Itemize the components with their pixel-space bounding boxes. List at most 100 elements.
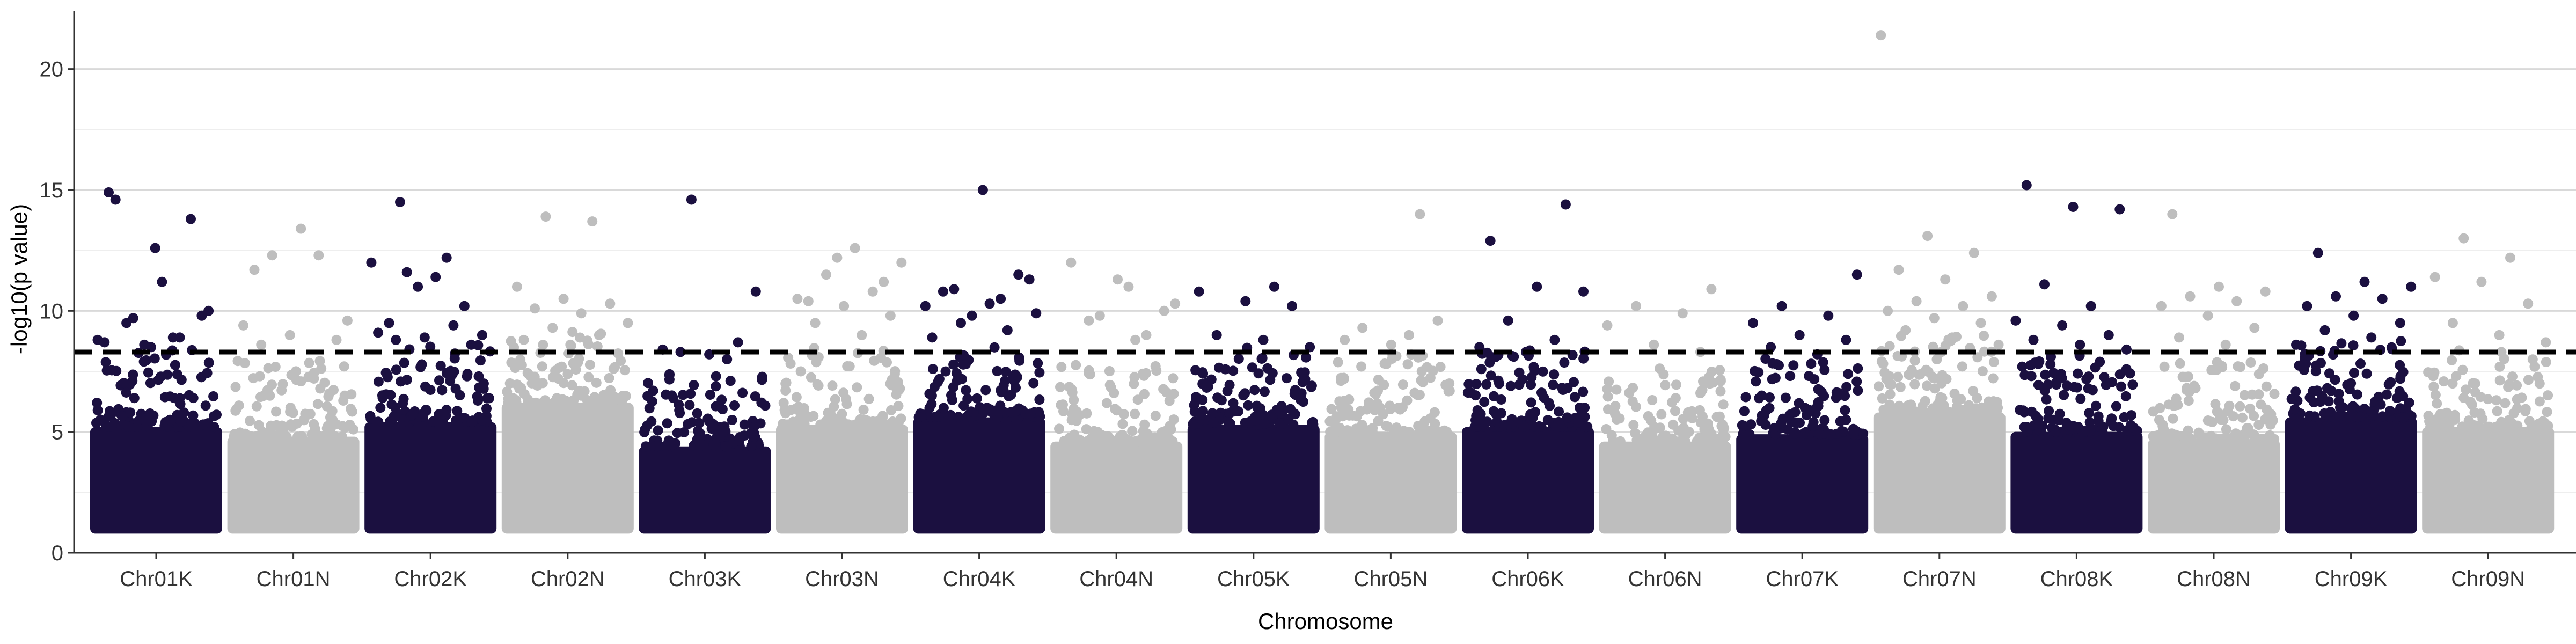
snp-point [2269, 434, 2280, 444]
y-tick-label: 5 [52, 421, 63, 444]
snp-point [1191, 392, 1201, 402]
snp-point-peak [448, 320, 459, 331]
snp-point [795, 409, 806, 420]
snp-point [170, 360, 180, 370]
snp-point [2045, 359, 2056, 370]
dense-points-band [913, 417, 1045, 534]
snp-point [1056, 362, 1067, 372]
snp-point [1367, 426, 1378, 437]
snp-point [1615, 436, 1626, 447]
snp-point [153, 375, 164, 385]
snp-point [1439, 425, 1450, 436]
snp-point [2373, 391, 2384, 402]
snp-point [2475, 408, 2486, 419]
snp-point [1224, 379, 1235, 390]
snp-point-peak [419, 332, 430, 343]
snp-point [245, 415, 255, 426]
snp-point [926, 399, 937, 409]
snp-point [2542, 407, 2552, 418]
snp-point [2039, 385, 2050, 396]
snp-point [2075, 393, 2086, 404]
snp-point [1886, 379, 1897, 390]
snp-point [869, 355, 880, 366]
snp-point-peak [366, 257, 377, 268]
snp-point [270, 362, 281, 372]
snp-point [2040, 369, 2051, 380]
dense-points-band [1187, 425, 1320, 534]
dense-points-band [227, 436, 360, 534]
snp-point [2375, 399, 2386, 410]
snp-point [2245, 357, 2256, 368]
snp-point [1549, 369, 1560, 380]
snp-point [642, 391, 653, 401]
snp-point [1751, 376, 1761, 387]
snp-point-peak [2231, 296, 2242, 306]
snp-point-peak [1549, 334, 1560, 345]
snp-point [127, 376, 138, 386]
x-tick-label-Chr09N: Chr09N [2451, 567, 2525, 591]
snp-point [377, 392, 388, 403]
snp-point [1125, 435, 1136, 446]
snp-point [992, 365, 1002, 376]
snp-point [2085, 426, 2096, 436]
snp-point [812, 379, 823, 390]
snp-point-peak [128, 313, 138, 324]
snp-point [1435, 362, 1446, 372]
snp-point-peak [99, 337, 110, 348]
snp-point [2043, 413, 2054, 423]
snp-point [1381, 421, 1392, 431]
snp-point [689, 380, 699, 390]
snp-point [2050, 427, 2061, 437]
snp-point-peak [832, 252, 843, 263]
snp-point-peak [256, 339, 267, 350]
snp-point [2289, 404, 2300, 415]
snp-point [1604, 376, 1614, 387]
snp-point [1562, 412, 1572, 423]
snp-point [1647, 430, 1658, 441]
snp-point [567, 380, 577, 391]
snp-point [2215, 411, 2225, 421]
snp-point [1806, 358, 1817, 369]
snp-point [712, 430, 722, 441]
snp-point [583, 372, 594, 383]
snp-point-peak [1883, 305, 1893, 316]
data-points [90, 30, 2555, 534]
snp-point [1715, 386, 1726, 397]
snp-point-peak [1958, 301, 1968, 311]
snp-point [1352, 411, 1362, 422]
x-tick-label-Chr03K: Chr03K [669, 567, 742, 591]
snp-point [141, 415, 151, 426]
snp-point-peak [821, 269, 831, 280]
snp-point [619, 365, 630, 376]
snp-point-peak [2359, 276, 2370, 287]
snp-point [203, 357, 214, 368]
snp-point-peak [373, 327, 384, 338]
snp-point [585, 398, 596, 408]
snp-point [473, 371, 484, 382]
snp-point [2235, 401, 2245, 412]
snp-point [375, 402, 386, 413]
x-axis-title: Chromosome [1258, 609, 1393, 634]
snp-point-peak [1113, 274, 1123, 285]
x-tick-label-Chr06N: Chr06N [1628, 567, 1702, 591]
snp-point [132, 422, 143, 433]
snp-point-peak [331, 334, 342, 345]
snp-point-peak [2366, 332, 2377, 343]
snp-point [1033, 358, 1043, 369]
snp-point [285, 406, 296, 417]
snp-point-peak [1013, 269, 1024, 280]
snp-point-peak [733, 337, 743, 348]
snp-point [2044, 406, 2054, 416]
snp-point-peak [2447, 318, 2458, 328]
snp-point-peak [2103, 330, 2114, 340]
snp-point [2090, 362, 2101, 373]
snp-point [2163, 399, 2174, 410]
snp-point [287, 421, 297, 432]
snp-point-peak [413, 281, 423, 292]
snp-point [1362, 404, 1372, 415]
snp-point [1371, 389, 1381, 400]
snp-point [1885, 406, 1896, 417]
snp-point [608, 363, 619, 374]
snp-point [1716, 421, 1727, 431]
snp-point [2494, 375, 2505, 386]
